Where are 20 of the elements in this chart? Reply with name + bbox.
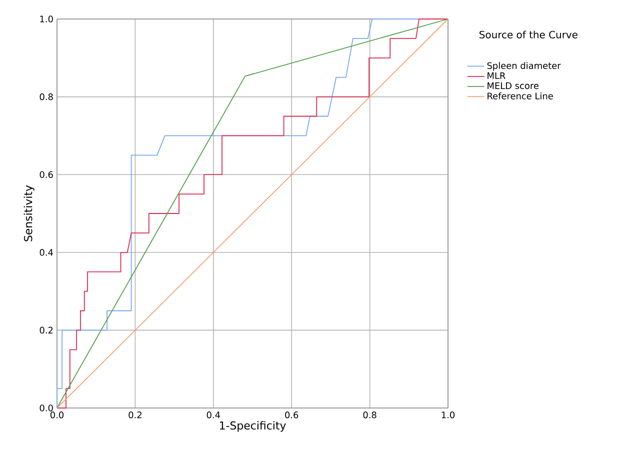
y-axis-title: Sensitivity xyxy=(24,185,34,242)
x-tick-label: 0.8 xyxy=(363,412,376,418)
y-tick-label: 0.4 xyxy=(40,249,53,256)
y-tick-label: 0.0 xyxy=(40,404,53,412)
x-tick-label: 1.0 xyxy=(442,412,455,418)
x-tick-label: 0.0 xyxy=(50,412,64,418)
line-series xyxy=(56,18,448,408)
y-tick-label: 0.6 xyxy=(40,171,53,178)
legend-label: Spleen diameter xyxy=(487,62,561,71)
x-tick-label: 0.4 xyxy=(206,412,220,418)
x-axis-title: 1-Specificity xyxy=(220,421,286,432)
legend-label: MLR xyxy=(488,72,506,79)
y-tick-label: 0.8 xyxy=(40,93,53,100)
x-tick-label: 0.6 xyxy=(285,412,298,418)
x-tick-label: 0.2 xyxy=(128,412,142,418)
legend-label: MELD score xyxy=(488,82,539,90)
y-tick-label: 1.0 xyxy=(40,16,53,22)
y-tick-label: 0.2 xyxy=(40,326,53,334)
legend-label: Reference Line xyxy=(488,92,553,100)
legend-title: Source of the Curve xyxy=(480,30,578,38)
